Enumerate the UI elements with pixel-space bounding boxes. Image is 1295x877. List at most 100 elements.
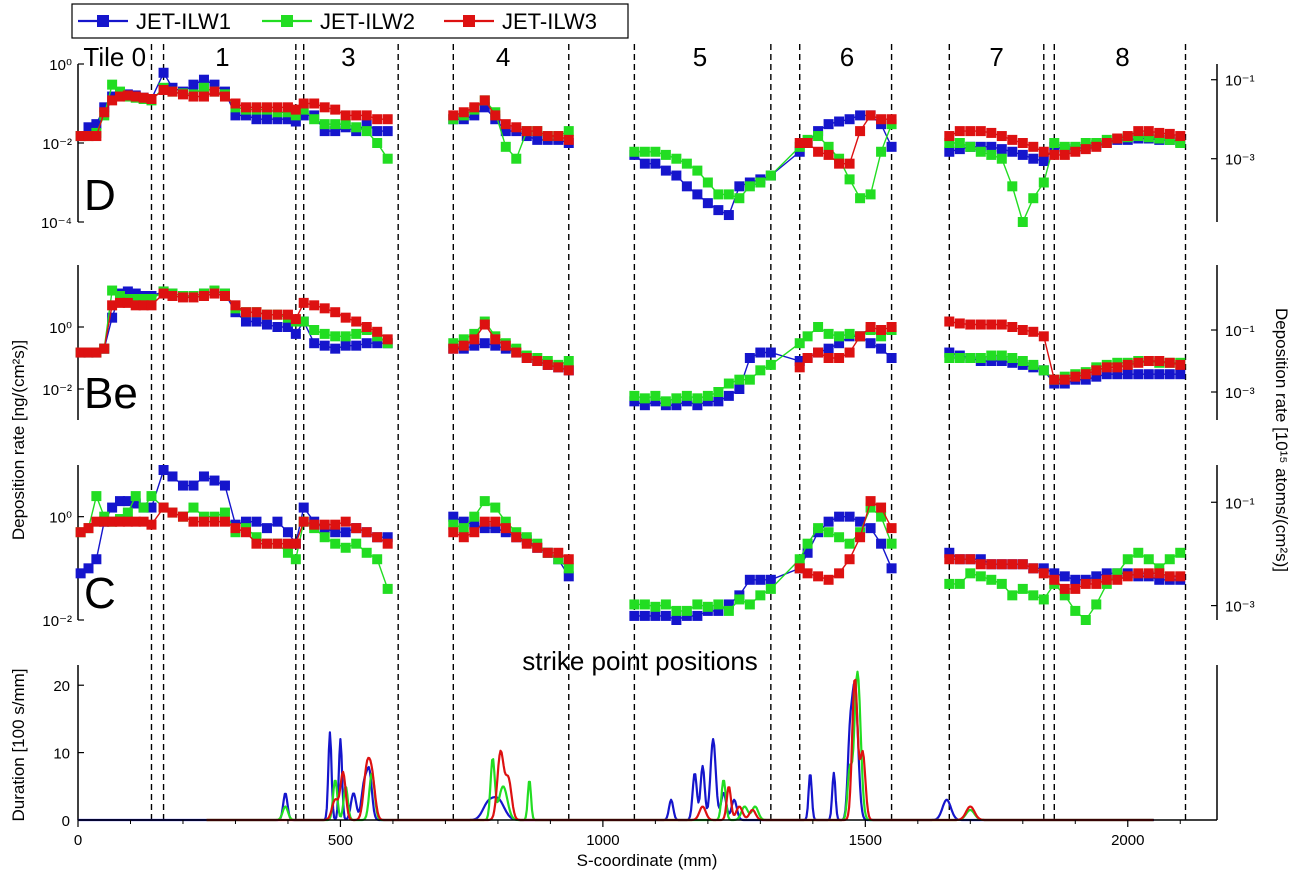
data-point [650, 396, 661, 407]
data-point [107, 285, 118, 296]
data-point [479, 496, 490, 507]
data-point [240, 527, 251, 538]
data-point [944, 131, 955, 142]
data-point [361, 527, 372, 538]
data-point [823, 141, 834, 152]
data-point [290, 328, 301, 339]
data-point [209, 86, 220, 97]
data-point [107, 516, 118, 527]
data-point [272, 516, 283, 527]
data-point [813, 523, 824, 534]
data-point [802, 331, 813, 342]
data-point [114, 291, 125, 301]
data-point [351, 110, 362, 121]
data-point [1017, 217, 1028, 227]
duration-axis-label: Duration [100 s/mm] [9, 668, 28, 821]
data-point [340, 516, 351, 527]
data-point [122, 286, 133, 297]
data-point [1049, 568, 1060, 579]
data-point [272, 309, 283, 320]
data-point [1007, 146, 1018, 157]
x-tick-label: 500 [328, 832, 353, 849]
data-point [629, 610, 640, 621]
data-point [282, 102, 293, 113]
data-point [188, 79, 199, 90]
data-point [330, 538, 341, 549]
data-point [361, 322, 372, 332]
data-point [542, 359, 553, 370]
data-point [361, 126, 372, 137]
data-point [1122, 554, 1133, 565]
data-point [965, 568, 976, 579]
data-point [1049, 574, 1060, 585]
data-point [188, 516, 199, 527]
data-point [372, 126, 383, 137]
data-point [146, 519, 157, 530]
data-point [511, 122, 522, 133]
data-point [382, 538, 393, 549]
data-point [458, 334, 469, 345]
data-point [500, 126, 511, 137]
data-point [469, 110, 480, 121]
data-point [692, 393, 703, 404]
data-point [1070, 605, 1081, 616]
data-point [138, 92, 149, 103]
data-point [639, 610, 650, 621]
data-point [500, 119, 511, 130]
data-point [1133, 357, 1144, 368]
tile-label: Tile 0 [83, 42, 146, 72]
data-point [944, 353, 955, 363]
data-point [1091, 571, 1102, 582]
data-point [1175, 359, 1186, 370]
data-point [107, 79, 118, 90]
data-point [372, 114, 383, 125]
data-point [723, 210, 734, 221]
data-point [198, 91, 209, 102]
data-point [1007, 134, 1018, 145]
legend-marker [97, 15, 109, 27]
data-point [1017, 583, 1028, 594]
data-point [1059, 374, 1070, 385]
data-point [309, 519, 320, 530]
data-point [1175, 138, 1186, 148]
data-point [1038, 365, 1049, 376]
data-point [823, 574, 834, 585]
data-point [230, 523, 241, 534]
data-point [198, 471, 209, 482]
data-point [372, 326, 383, 337]
data-point [713, 205, 724, 216]
data-point [479, 523, 490, 534]
data-point [1049, 138, 1060, 148]
data-point [479, 319, 490, 330]
right-tick-label: 10⁻¹ [1225, 323, 1255, 340]
data-point [1038, 146, 1049, 157]
data-point [1143, 356, 1154, 367]
data-point [1038, 568, 1049, 579]
data-point [1017, 325, 1028, 336]
data-point [1154, 563, 1165, 574]
data-point [886, 353, 897, 363]
data-point [272, 322, 283, 332]
legend-box [71, 3, 629, 39]
data-point [511, 527, 522, 538]
data-point [865, 110, 876, 121]
data-point [876, 146, 887, 157]
data-point [330, 126, 341, 137]
data-point [319, 303, 330, 314]
data-point [744, 599, 755, 610]
left-tick-label: 20 [53, 678, 70, 695]
data-point [692, 610, 703, 621]
data-point [240, 110, 251, 121]
data-point [177, 89, 188, 100]
data-point [765, 347, 776, 358]
panel-element-label: D [84, 171, 116, 220]
data-point [1133, 568, 1144, 579]
data-point [219, 507, 230, 518]
data-point [469, 511, 480, 522]
data-point [319, 119, 330, 130]
series-jet-ilw3 [75, 496, 1186, 594]
data-point [639, 599, 650, 610]
data-point [209, 475, 220, 486]
data-point [823, 119, 834, 130]
